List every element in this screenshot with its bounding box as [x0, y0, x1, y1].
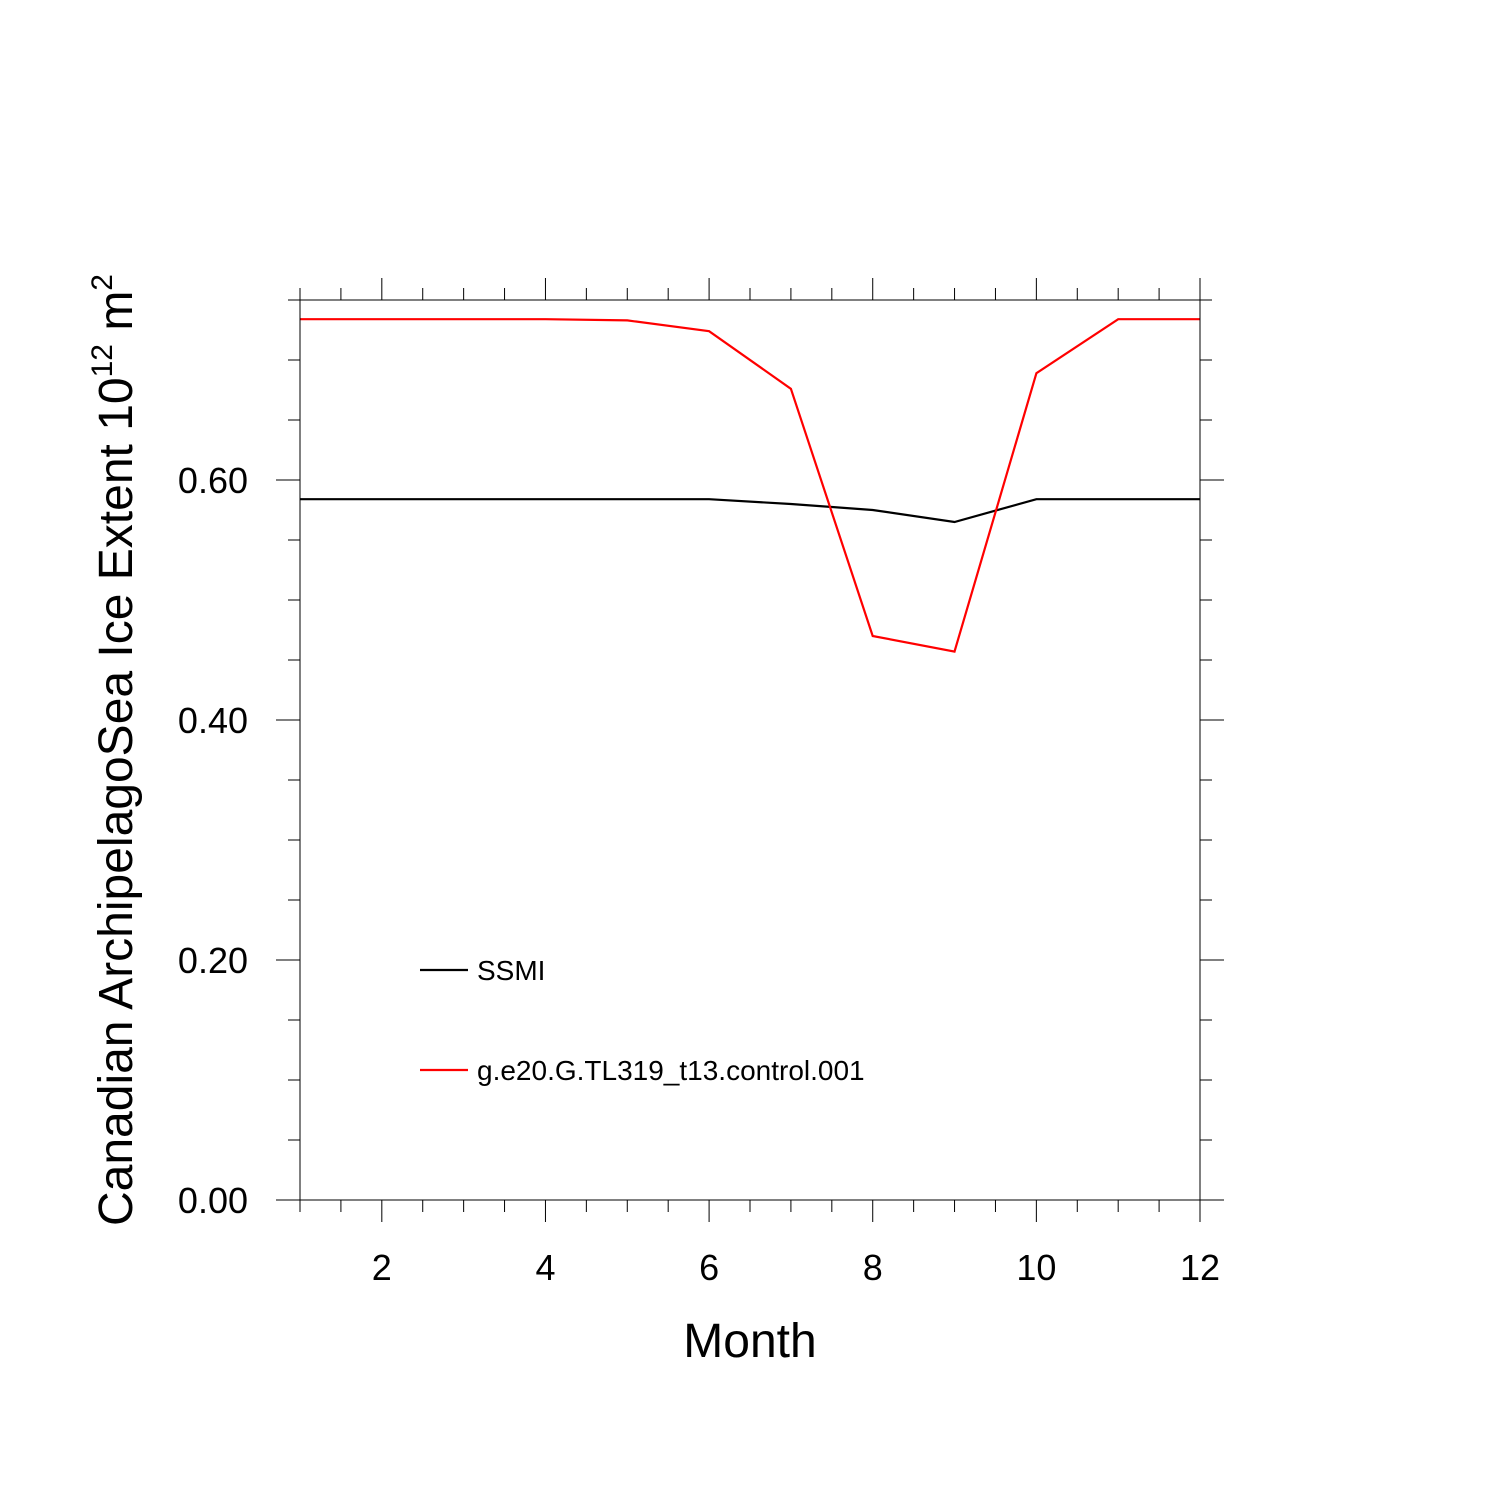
y-axis-title-unit: m [90, 291, 143, 344]
y-axis-title: Canadian ArchipelagoSea Ice Extent 1012 … [86, 274, 143, 1226]
x-tick-label: 10 [1016, 1247, 1056, 1288]
plot-frame [299, 299, 1201, 1201]
y-tick-label: 0.20 [178, 940, 248, 981]
series-line [300, 498, 1200, 524]
legend-label: g.e20.G.TL319_t13.control.001 [477, 1055, 865, 1086]
y-tick-label: 0.00 [178, 1180, 248, 1221]
y-axis-title-unit-exponent: 2 [86, 274, 119, 291]
x-tick-label: 12 [1180, 1247, 1220, 1288]
x-tick-label: 6 [699, 1247, 719, 1288]
x-tick-label: 4 [535, 1247, 555, 1288]
y-axis-title-main: Canadian ArchipelagoSea Ice Extent 10 [90, 377, 143, 1226]
labels-layer: 2 4 6 8 10 12 0.00 0.20 0.40 0.60 [178, 460, 1220, 1288]
x-tick-label: 2 [372, 1247, 392, 1288]
y-axis-title-exponent: 12 [86, 344, 119, 377]
legend: SSMI g.e20.G.TL319_t13.control.001 [420, 955, 865, 1086]
x-tick-label: 8 [863, 1247, 883, 1288]
ticks-layer [276, 278, 1224, 1222]
series-line [300, 318, 1200, 653]
y-tick-label: 0.60 [178, 460, 248, 501]
x-axis-title: Month [683, 1315, 816, 1368]
legend-label: SSMI [477, 955, 545, 986]
series-layer [300, 318, 1200, 653]
y-tick-label: 0.40 [178, 700, 248, 741]
